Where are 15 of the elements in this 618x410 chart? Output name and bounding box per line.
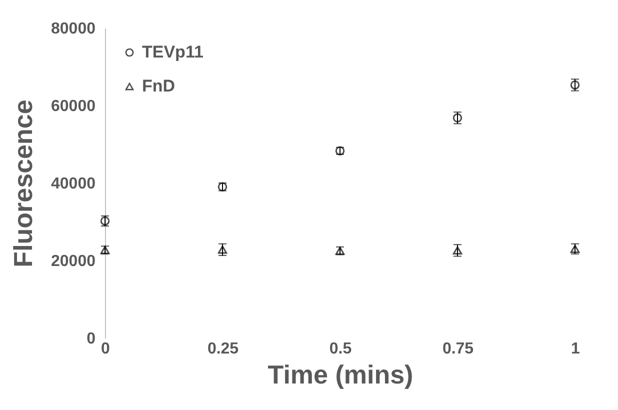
y-tick-label: 80000 (51, 20, 96, 38)
x-tick-label: 0 (101, 340, 110, 358)
legend-label: FnD (142, 76, 176, 96)
y-tick-label: 40000 (51, 176, 96, 192)
y-tick-label: 20000 (51, 253, 96, 270)
y-axis-title: Fluorescence (8, 100, 38, 268)
x-tick-label: 1 (571, 340, 580, 358)
legend-label: TEVp11 (142, 42, 204, 62)
x-tick-label: 0.25 (207, 340, 239, 358)
point (452, 246, 462, 255)
x-tick-label: 0.75 (442, 340, 474, 358)
point (218, 246, 228, 254)
x-axis-title: Time (mins) (268, 360, 414, 390)
y-tick-label: 60000 (51, 98, 96, 115)
x-tick-label: 0.5 (329, 340, 352, 358)
